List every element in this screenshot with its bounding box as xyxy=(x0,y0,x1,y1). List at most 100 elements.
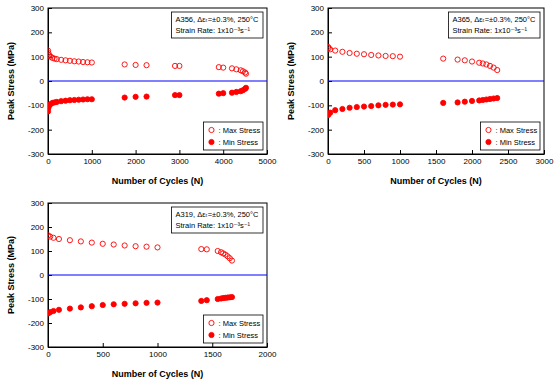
point xyxy=(369,103,374,108)
plot-area xyxy=(48,233,267,316)
y-tick-label: 0 xyxy=(40,77,45,86)
y-tick: 200 xyxy=(31,223,52,232)
y-tick: 100 xyxy=(311,53,332,62)
point xyxy=(133,301,138,306)
point xyxy=(383,102,388,107)
series xyxy=(48,48,249,76)
point xyxy=(144,63,149,68)
y-tick: -100 xyxy=(28,295,52,304)
x-axis-title: Number of Cycles (N) xyxy=(112,369,204,379)
annotation-box: A356, Δεₜ=±0.3%, 250°CStrain Rate: 1x10⁻… xyxy=(171,12,263,38)
point xyxy=(328,110,333,115)
point xyxy=(390,102,395,107)
legend-entry: : Max Stress xyxy=(209,126,261,135)
point xyxy=(469,59,474,64)
x-tick-mark xyxy=(212,343,213,347)
x-axis: 0500100015002000 xyxy=(46,343,277,359)
y-tick: 300 xyxy=(31,4,52,13)
point xyxy=(462,99,467,104)
x-tick-label: 1000 xyxy=(149,350,167,359)
point xyxy=(100,302,105,307)
point xyxy=(89,97,94,102)
x-axis-line xyxy=(49,154,268,155)
y-tick-label: -100 xyxy=(308,101,325,110)
point xyxy=(397,102,402,107)
legend-label: : Max Stress xyxy=(218,319,260,328)
point xyxy=(144,244,149,249)
point xyxy=(221,65,226,70)
y-tick-mark xyxy=(48,32,52,33)
point xyxy=(328,47,333,52)
y-tick: -100 xyxy=(308,101,332,110)
point xyxy=(390,54,395,59)
point xyxy=(354,51,359,56)
y-tick-mark xyxy=(328,105,332,106)
legend-marker xyxy=(209,139,214,144)
point xyxy=(51,308,56,313)
y-tick-mark xyxy=(48,251,52,252)
point xyxy=(177,63,182,68)
x-tick-label: 1000 xyxy=(83,157,101,166)
point xyxy=(455,100,460,105)
point xyxy=(340,106,345,111)
y-tick-mark xyxy=(328,130,332,131)
point xyxy=(469,98,474,103)
legend: : Max Stress: Min Stress xyxy=(480,122,540,150)
x-axis-title: Number of Cycles (N) xyxy=(112,176,204,186)
y-tick-mark xyxy=(48,203,52,204)
y-tick-label: 0 xyxy=(40,271,45,280)
point xyxy=(155,300,160,305)
legend: : Max Stress: Min Stress xyxy=(203,122,263,150)
point xyxy=(221,91,226,96)
x-tick-mark xyxy=(508,150,509,154)
point xyxy=(122,95,127,100)
x-tick-label: 2500 xyxy=(500,157,518,166)
y-tick-mark xyxy=(328,8,332,9)
y-tick-label: -100 xyxy=(28,295,45,304)
x-tick-label: 1000 xyxy=(392,157,410,166)
y-tick-mark xyxy=(328,154,332,155)
series xyxy=(328,95,500,117)
x-tick-label: 0 xyxy=(46,157,51,166)
point xyxy=(144,94,149,99)
series xyxy=(328,44,500,72)
y-tick-label: 200 xyxy=(31,28,45,37)
reference-line xyxy=(48,275,267,276)
point xyxy=(56,307,61,312)
y-tick: 100 xyxy=(31,53,52,62)
point xyxy=(376,53,381,58)
y-tick: 0 xyxy=(320,77,332,86)
annotation: A356, Δεₜ=±0.3%, 250°C xyxy=(175,15,259,24)
x-tick-mark xyxy=(158,343,159,347)
plot-area xyxy=(328,44,544,117)
point xyxy=(111,302,116,307)
point xyxy=(48,234,53,239)
x-tick-label: 500 xyxy=(358,157,372,166)
x-tick-label: 4000 xyxy=(215,157,233,166)
x-tick-mark xyxy=(103,343,104,347)
y-tick-label: 300 xyxy=(31,199,45,208)
point xyxy=(122,243,127,248)
point xyxy=(347,105,352,110)
point xyxy=(89,240,94,245)
point xyxy=(111,242,116,247)
point xyxy=(340,49,345,54)
point xyxy=(144,300,149,305)
x-tick-mark xyxy=(223,150,224,154)
x-axis: 010002000300040005000 xyxy=(46,150,277,166)
point xyxy=(361,104,366,109)
point xyxy=(369,52,374,57)
point xyxy=(122,62,127,67)
y-tick: 300 xyxy=(31,199,52,208)
annotation: A319, Δεₜ=±0.3%, 250°C xyxy=(175,210,259,219)
x-tick: 2000 xyxy=(464,150,482,166)
point xyxy=(455,57,460,62)
y-tick-label: 200 xyxy=(311,28,325,37)
y-tick-label: -200 xyxy=(28,319,45,328)
y-tick-mark xyxy=(48,154,52,155)
annotation-frame xyxy=(171,207,263,233)
legend-marker xyxy=(209,127,214,132)
y-axis-title: Peak Stress (MPa) xyxy=(6,236,16,314)
point xyxy=(229,294,234,299)
point xyxy=(56,236,61,241)
